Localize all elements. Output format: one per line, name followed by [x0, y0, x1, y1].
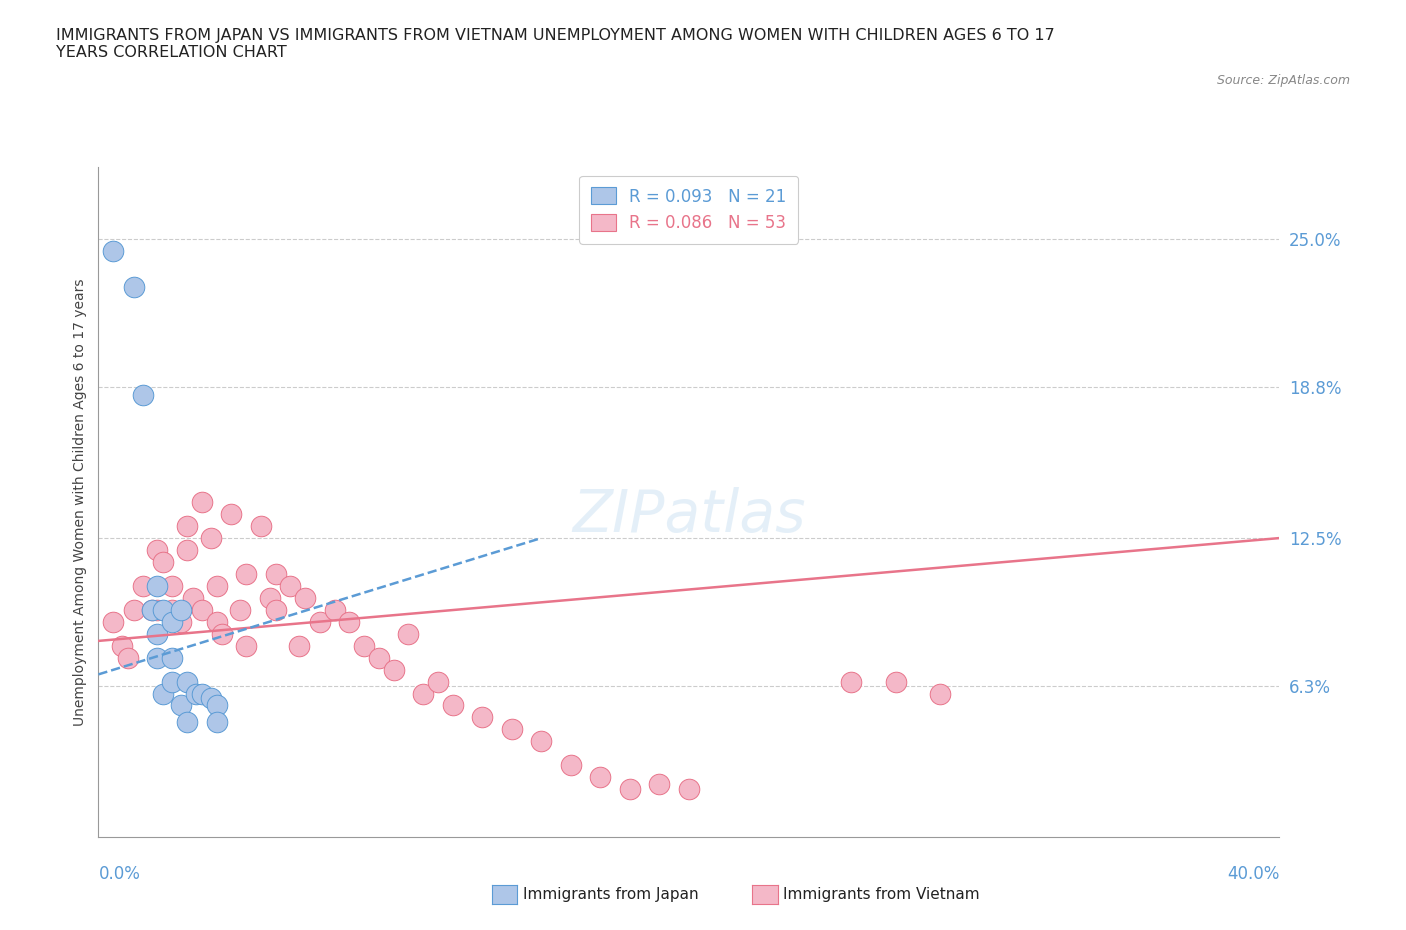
Point — [219, 507, 242, 522]
Point — [560, 758, 582, 773]
Point — [471, 710, 494, 724]
Point — [176, 542, 198, 557]
Point — [117, 650, 139, 665]
Y-axis label: Unemployment Among Women with Children Ages 6 to 17 years: Unemployment Among Women with Children A… — [73, 278, 87, 726]
Text: Immigrants from Vietnam: Immigrants from Vietnam — [783, 887, 980, 902]
Point — [152, 686, 174, 701]
Point — [103, 615, 125, 630]
Point — [928, 686, 950, 701]
Text: 0.0%: 0.0% — [98, 865, 141, 883]
Point — [441, 698, 464, 713]
Point — [162, 674, 183, 689]
Text: 40.0%: 40.0% — [1227, 865, 1279, 883]
Point — [146, 542, 169, 557]
Point — [841, 674, 863, 689]
Point — [191, 686, 214, 701]
Point — [205, 578, 228, 593]
Point — [141, 603, 163, 618]
Point — [353, 638, 375, 653]
Point — [589, 770, 612, 785]
Point — [162, 578, 183, 593]
Point — [162, 650, 183, 665]
Point — [170, 698, 193, 713]
Legend: R = 0.093   N = 21, R = 0.086   N = 53: R = 0.093 N = 21, R = 0.086 N = 53 — [579, 176, 799, 244]
Point — [530, 734, 553, 749]
Text: ZIPatlas: ZIPatlas — [572, 487, 806, 544]
Point — [368, 650, 391, 665]
Point — [678, 782, 700, 797]
Point — [235, 638, 257, 653]
Point — [288, 638, 311, 653]
Point — [162, 615, 183, 630]
Point — [176, 715, 198, 730]
Point — [146, 578, 169, 593]
Point — [122, 280, 145, 295]
Point — [235, 566, 257, 581]
Point — [250, 519, 273, 534]
Point — [191, 495, 214, 510]
Point — [170, 603, 193, 618]
Point — [229, 603, 252, 618]
Point — [211, 626, 233, 641]
Point — [648, 777, 671, 791]
Point — [170, 615, 193, 630]
Point — [501, 722, 523, 737]
Point — [205, 698, 228, 713]
Point — [412, 686, 434, 701]
Text: Immigrants from Japan: Immigrants from Japan — [523, 887, 699, 902]
Point — [200, 691, 222, 706]
Point — [205, 615, 228, 630]
Text: IMMIGRANTS FROM JAPAN VS IMMIGRANTS FROM VIETNAM UNEMPLOYMENT AMONG WOMEN WITH C: IMMIGRANTS FROM JAPAN VS IMMIGRANTS FROM… — [56, 28, 1054, 60]
Point — [323, 603, 346, 618]
Point — [176, 519, 198, 534]
Point — [259, 591, 281, 605]
Point — [132, 387, 155, 402]
Point — [264, 603, 287, 618]
Point — [103, 244, 125, 259]
Point — [152, 554, 174, 569]
Point — [152, 603, 174, 618]
Point — [146, 626, 169, 641]
Point — [122, 603, 145, 618]
Point — [200, 531, 222, 546]
Point — [141, 603, 163, 618]
Point — [146, 650, 169, 665]
Point — [132, 578, 155, 593]
Point — [264, 566, 287, 581]
Point — [191, 603, 214, 618]
Point — [181, 591, 204, 605]
Point — [176, 674, 198, 689]
Point — [294, 591, 316, 605]
Point — [111, 638, 134, 653]
Point — [339, 615, 360, 630]
Point — [146, 603, 169, 618]
Point — [427, 674, 450, 689]
Point — [278, 578, 302, 593]
Point — [205, 715, 228, 730]
Text: Source: ZipAtlas.com: Source: ZipAtlas.com — [1216, 74, 1350, 87]
Point — [884, 674, 907, 689]
Point — [382, 662, 405, 677]
Point — [184, 686, 207, 701]
Point — [619, 782, 641, 797]
Point — [162, 603, 183, 618]
Point — [309, 615, 332, 630]
Point — [396, 626, 419, 641]
